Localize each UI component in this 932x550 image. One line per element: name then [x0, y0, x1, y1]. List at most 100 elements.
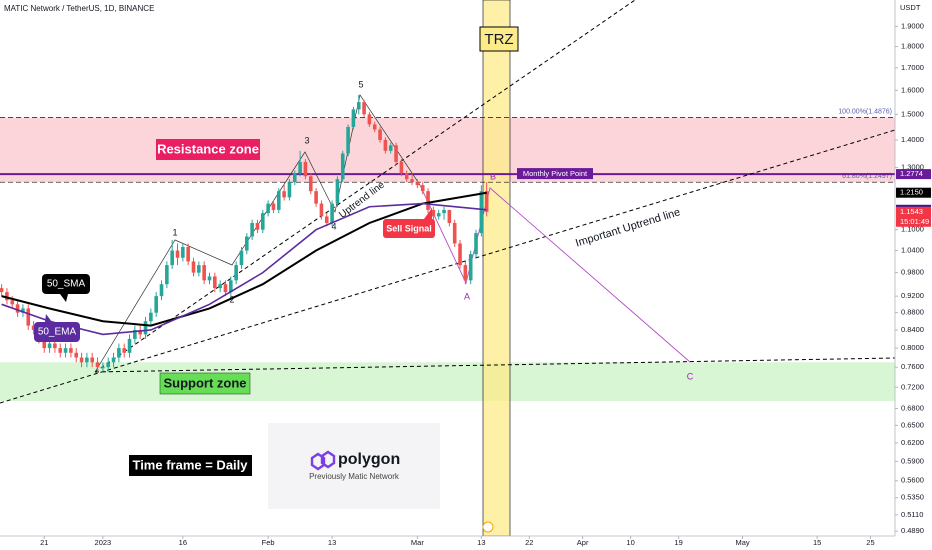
candle-body	[399, 161, 404, 174]
wave-label: A	[464, 291, 470, 301]
sma-label: 50_SMA	[42, 274, 90, 302]
candle-body	[159, 284, 164, 297]
x-tick-label: 16	[179, 538, 187, 547]
wave-label: 2	[229, 294, 234, 304]
x-tick-label: 10	[626, 538, 634, 547]
candle-body	[95, 362, 100, 368]
y-tick-label: 0.5110	[901, 510, 923, 519]
support-text: Support zone	[163, 375, 246, 390]
candle-body	[463, 265, 468, 281]
resistance-text: Resistance zone	[157, 141, 259, 156]
candle-body	[106, 362, 111, 368]
label-box	[129, 455, 252, 476]
candle-body	[111, 357, 116, 363]
price-label-box	[896, 187, 931, 198]
candle-body	[31, 325, 36, 330]
candle-body	[223, 284, 228, 293]
price-label: 1.2150	[900, 188, 923, 197]
y-axis-area	[895, 0, 932, 550]
candle-body	[191, 261, 196, 273]
candle-body	[175, 250, 180, 258]
candle-body	[282, 191, 286, 198]
candle-body	[271, 203, 276, 210]
y-tick-label: 1.4000	[901, 135, 924, 144]
candle-body	[207, 276, 212, 281]
candle-body	[143, 321, 148, 335]
y-tick-label: 0.4890	[901, 526, 924, 535]
x-tick-label: 19	[674, 538, 682, 547]
y-tick-label: 0.9800	[901, 268, 924, 277]
candle-body	[394, 145, 398, 162]
y-tick-label: 0.8800	[901, 308, 924, 317]
candle-body	[420, 185, 425, 192]
support-trend-line	[94, 357, 896, 373]
logo-box	[268, 423, 440, 509]
candle-body	[245, 236, 249, 251]
candle-body	[479, 191, 484, 234]
candle-body	[314, 191, 318, 204]
candle-body	[21, 308, 25, 313]
candle-body	[0, 288, 4, 293]
candle-body	[383, 140, 388, 151]
uptrend-line	[94, 0, 636, 373]
timeframe-text: Time frame = Daily	[132, 457, 248, 472]
candle-body	[5, 292, 9, 301]
candle-body	[170, 250, 174, 266]
important-uptrend-line	[0, 129, 896, 404]
candle-body	[458, 243, 462, 266]
candle-body	[127, 338, 132, 353]
y-tick-label: 1.8000	[901, 42, 924, 51]
candle-body	[442, 209, 446, 214]
x-tick-label: 21	[40, 538, 48, 547]
y-tick-label: 0.8000	[901, 343, 924, 352]
projection-path	[419, 184, 691, 363]
candle-body	[255, 222, 260, 230]
candle-body	[340, 153, 345, 180]
event-icon	[482, 521, 494, 533]
pivot-box	[517, 168, 593, 180]
sma-text: 50_SMA	[47, 279, 86, 290]
y-tick-label: 0.6500	[901, 420, 924, 429]
pointer	[60, 294, 68, 302]
candle-body	[53, 343, 57, 349]
candle-body	[372, 124, 377, 130]
label-box	[159, 372, 251, 395]
wave-label: C	[687, 371, 694, 381]
candle-body	[330, 203, 334, 223]
candle-body	[292, 173, 297, 183]
candle-body	[324, 216, 329, 223]
candle-body	[133, 329, 137, 339]
y-tick-label: 0.6200	[901, 438, 924, 447]
ema-label: 50_EMA	[34, 314, 80, 342]
pivot-text: Monthly Pivot Point	[523, 169, 588, 178]
trz-label: TRZ	[479, 26, 519, 52]
logo-icon	[310, 450, 336, 471]
candle-body	[250, 222, 254, 237]
y-tick-label: 1.3000	[901, 163, 924, 172]
candle-body	[356, 102, 361, 110]
price-label: 1.2774	[900, 169, 923, 178]
candle-body	[234, 265, 238, 281]
candle-body	[415, 182, 420, 186]
trz-band	[482, 0, 511, 537]
candle-body	[26, 308, 31, 326]
candle-body	[202, 265, 206, 281]
candle-body	[319, 203, 324, 217]
wave-label: B	[490, 171, 496, 181]
y-tick-label: 1.1000	[901, 225, 924, 234]
timeframe-label: Time frame = Daily	[129, 455, 252, 476]
y-tick-label: 0.7600	[901, 362, 924, 371]
candle-body	[276, 191, 281, 210]
candle-body	[436, 213, 441, 217]
ema-text: 50_EMA	[38, 327, 77, 338]
candle-body	[362, 102, 366, 115]
x-tick-label: 15	[813, 538, 821, 547]
logo-subtitle: Previously Matic Network	[309, 472, 400, 481]
y-tick-label: 1.5000	[901, 109, 924, 118]
wave-path	[94, 94, 421, 373]
y-tick-label: 0.9200	[901, 291, 924, 300]
support-label: Support zone	[159, 372, 251, 395]
candle-body	[308, 176, 313, 192]
label-box	[479, 26, 519, 52]
